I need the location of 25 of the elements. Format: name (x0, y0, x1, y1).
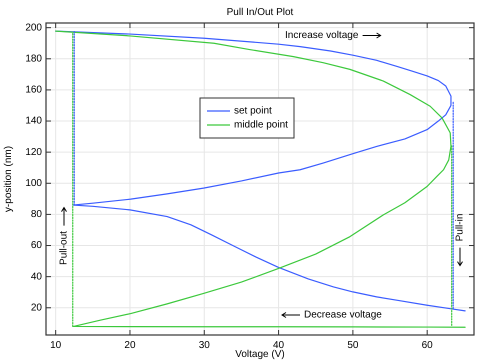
y-tick-label: 60 (30, 240, 42, 252)
x-tick-label: 60 (422, 340, 434, 351)
y-tick-label: 40 (30, 271, 42, 282)
annotation: Increase voltage (285, 30, 359, 42)
y-tick-label: 180 (25, 53, 42, 64)
x-tick-label: 10 (50, 340, 62, 351)
y-tick-label: 20 (30, 302, 42, 314)
annotation: Pull-out (58, 230, 70, 265)
y-tick-label: 120 (25, 146, 42, 158)
y-tick-label: 160 (25, 84, 42, 96)
annotation: Decrease voltage (304, 310, 382, 321)
legend-label: middle point (234, 120, 288, 131)
y-tick-label: 200 (25, 22, 42, 34)
legend-label: set point (234, 106, 272, 117)
x-tick-label: 30 (198, 340, 210, 351)
x-axis-title: Voltage (V) (235, 349, 285, 360)
x-tick-label: 50 (347, 340, 359, 351)
x-tick-label: 20 (124, 340, 136, 351)
y-tick-label: 100 (25, 178, 42, 189)
y-axis-title: y-position (nm) (3, 146, 14, 212)
annotation: Pull-in (454, 214, 466, 242)
chart-title: Pull In/Out Plot (226, 7, 294, 18)
y-tick-label: 80 (30, 209, 42, 220)
x-tick-label: 40 (273, 340, 285, 351)
y-tick-label: 140 (25, 116, 42, 127)
